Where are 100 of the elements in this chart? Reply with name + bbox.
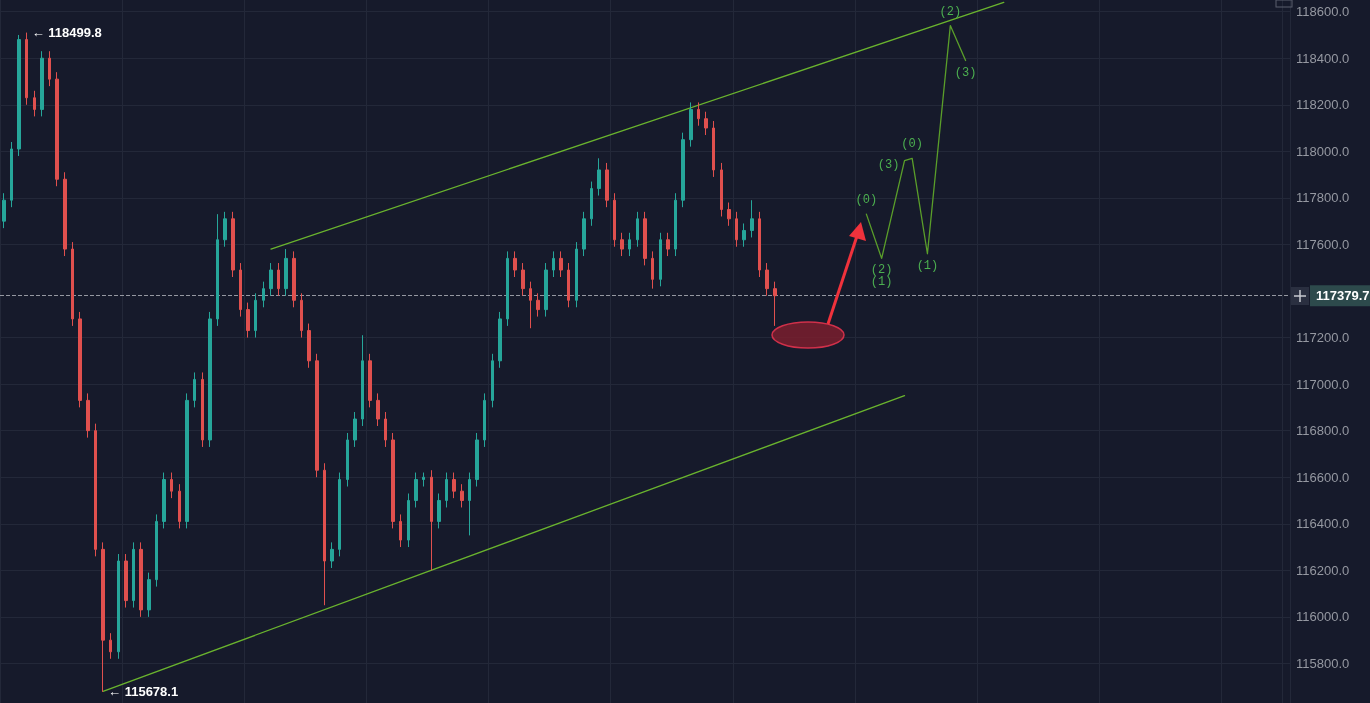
candlestick	[94, 423, 97, 557]
candlestick	[651, 250, 654, 290]
candlestick	[368, 353, 372, 408]
candlestick	[720, 162, 723, 217]
annotation: (2)	[939, 4, 962, 19]
candlestick	[513, 250, 517, 278]
candlestick	[10, 141, 13, 208]
y-tick-label: 117200.0	[1296, 330, 1350, 346]
candlestick	[437, 493, 441, 529]
candlestick	[666, 232, 670, 257]
annotation: (1)	[870, 275, 893, 290]
y-tick-label: 116600.0	[1296, 469, 1350, 485]
candlestick	[582, 211, 586, 257]
candlestick	[86, 392, 90, 439]
candlestick	[727, 202, 731, 227]
candlestick	[636, 211, 639, 248]
candlestick	[460, 483, 464, 508]
candlestick	[170, 472, 173, 499]
candlestick	[483, 392, 486, 448]
candlestick	[399, 513, 402, 548]
candlestick	[147, 572, 151, 618]
annotation: (3)	[877, 157, 900, 172]
candlestick	[750, 199, 754, 238]
candlestick	[414, 472, 418, 508]
candlestick	[277, 262, 280, 297]
y-tick-label: 117800.0	[1296, 190, 1350, 206]
candlestick	[132, 541, 135, 609]
candlestick	[491, 353, 494, 408]
y-tick-label: 118200.0	[1296, 97, 1350, 113]
candlestick	[498, 311, 502, 369]
candlestick	[765, 262, 769, 297]
candlestick	[307, 323, 311, 369]
candlestick	[323, 462, 326, 606]
candlestick	[231, 211, 235, 278]
candlestick	[529, 281, 532, 329]
candlestick	[155, 513, 158, 588]
candlestick	[193, 371, 196, 408]
annotation: (1)	[916, 258, 939, 273]
candlestick	[422, 472, 425, 488]
annotation: (0)	[855, 193, 878, 208]
candlestick	[223, 211, 227, 248]
y-tick-label: 115800.0	[1296, 655, 1350, 671]
annotation: (2)	[870, 263, 893, 278]
candlestick	[597, 157, 601, 197]
candlestick	[239, 262, 242, 318]
candlestick	[185, 392, 189, 529]
candlestick	[521, 262, 525, 297]
candlestick	[475, 432, 479, 488]
candlestick	[628, 232, 631, 257]
candlestick	[552, 250, 555, 278]
candlestick	[330, 541, 334, 569]
candlestick	[575, 241, 578, 308]
candlestick	[63, 171, 67, 257]
y-tick-label: 116400.0	[1296, 516, 1350, 532]
candlestick	[216, 213, 219, 327]
candlestick	[681, 132, 685, 208]
y-tick-label: 117000.0	[1296, 376, 1350, 392]
candlestick	[17, 34, 21, 157]
y-tick-label: 117600.0	[1296, 236, 1350, 252]
candlestick	[559, 250, 563, 278]
candlestick	[78, 311, 82, 408]
candlestick	[643, 211, 647, 266]
candlestick	[40, 50, 44, 117]
candlestick	[284, 248, 288, 297]
candlestick	[384, 411, 387, 448]
candlestick	[139, 541, 143, 618]
annotation: (3)	[954, 65, 977, 80]
candlestick	[338, 472, 341, 557]
candlestick	[269, 262, 273, 297]
y-tick-label: 118400.0	[1296, 50, 1350, 66]
candlestick	[452, 472, 456, 499]
candlestick	[124, 553, 128, 609]
candlestick	[506, 250, 509, 327]
candlestick	[391, 432, 395, 529]
candlestick	[689, 101, 693, 148]
candlestick	[353, 411, 357, 448]
candlestick	[346, 432, 349, 488]
candlestick	[2, 192, 6, 229]
candlestick	[101, 541, 105, 693]
candlestick	[162, 472, 166, 529]
candlestick	[674, 192, 677, 257]
candlestick	[71, 241, 74, 327]
candlestick	[468, 472, 471, 536]
candlestick	[704, 111, 708, 136]
candlestick	[201, 371, 204, 448]
candlestick	[620, 232, 624, 257]
candlestick	[262, 281, 265, 308]
candlestick	[697, 101, 700, 127]
candlestick	[315, 353, 319, 478]
candlestick	[300, 292, 303, 339]
candlestick	[246, 302, 250, 339]
annotation: (0)	[901, 137, 923, 152]
candlestick	[178, 483, 181, 529]
candlestick	[567, 262, 570, 308]
candlestick	[33, 90, 36, 117]
annotation: ← 118499.8	[31, 25, 102, 41]
y-tick-label: 116200.0	[1296, 562, 1350, 578]
candlestick	[659, 232, 662, 287]
candlestick	[735, 211, 738, 248]
candlestick	[292, 250, 296, 308]
